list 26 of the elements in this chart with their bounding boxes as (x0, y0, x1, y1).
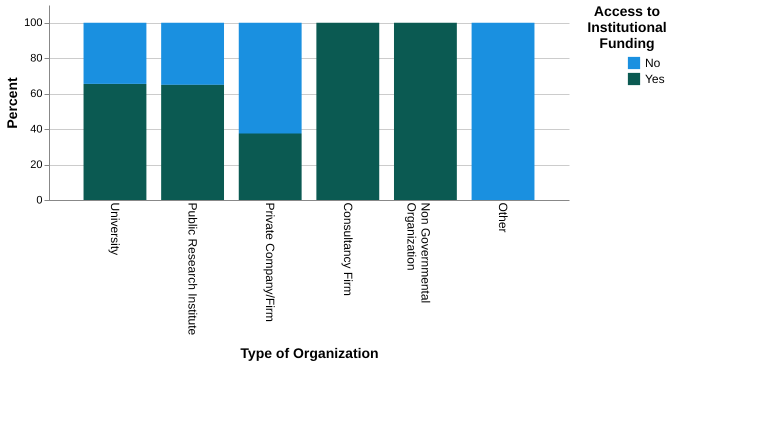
legend-title: Access to Institutional Funding (587, 3, 667, 51)
legend-label: No (645, 56, 661, 70)
bar (161, 84, 224, 200)
y-tick-label: 20 (30, 159, 42, 172)
bar (472, 22, 534, 200)
y-tick-label: 100 (24, 17, 42, 30)
y-tick-label: 0 (36, 194, 42, 206)
x-tick-label: Private Company/Firm (263, 202, 278, 322)
bar (316, 22, 380, 200)
bar (161, 22, 224, 85)
x-tick-label: Other (496, 202, 510, 233)
x-tick-label: Non Governmental Organization (404, 202, 432, 304)
y-tick-label: 40 (30, 124, 42, 136)
bar (238, 22, 302, 134)
bar (238, 134, 302, 200)
x-axis-title: Type of Organization (240, 345, 379, 362)
x-tick-label: University (108, 202, 122, 256)
y-axis-title: Percent (4, 76, 20, 129)
bar (84, 22, 146, 84)
legend-label: Yes (645, 72, 665, 86)
x-tick-label: Consultancy Firm (340, 202, 355, 296)
bar (84, 84, 146, 200)
x-tick-label: Public Research Institute (186, 202, 200, 336)
bar (394, 22, 457, 200)
y-tick-label: 60 (30, 88, 42, 100)
y-tick-label: 80 (30, 52, 42, 65)
